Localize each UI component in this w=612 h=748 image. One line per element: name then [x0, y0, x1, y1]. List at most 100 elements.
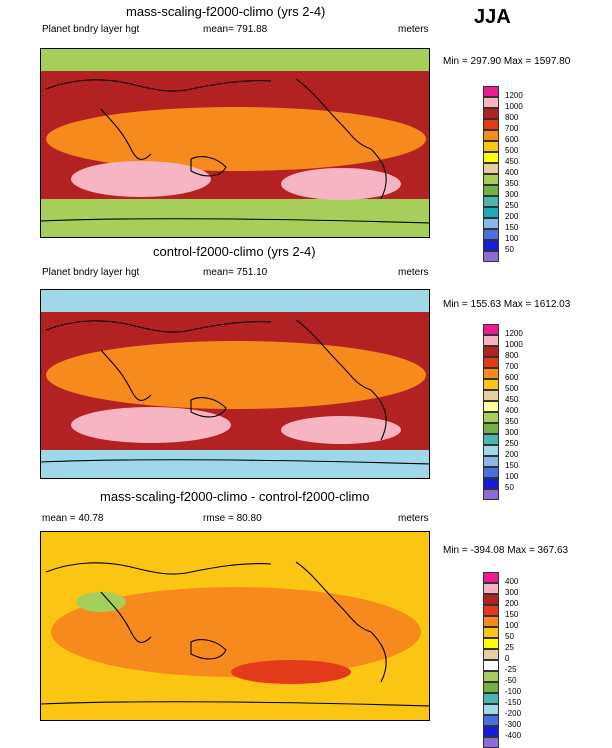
panel-2-coast-africa [100, 349, 152, 401]
legend-label: 50 [505, 245, 514, 254]
panel-3-mean: mean = 40.78 [42, 513, 104, 524]
legend-label: 500 [505, 146, 519, 155]
legend-swatch [483, 218, 499, 229]
panel-1-map-svg [41, 49, 429, 237]
legend-label: 700 [505, 124, 519, 133]
panel-3-coast-africa [100, 591, 152, 643]
legend-swatch [483, 638, 499, 649]
legend-label: 25 [505, 643, 514, 652]
legend-label: 450 [505, 395, 519, 404]
panel-3-coast-antarctica [41, 701, 429, 707]
legend-swatch [483, 594, 499, 605]
panel-1-southern-band [41, 199, 429, 237]
panel-2-coast-s-america [370, 389, 387, 441]
legend-label: 800 [505, 351, 519, 360]
legend-label: 250 [505, 439, 519, 448]
panel-2-tropics-band [46, 341, 426, 409]
legend-label: 300 [505, 190, 519, 199]
legend-label: -200 [505, 709, 522, 718]
legend-label: 300 [505, 428, 519, 437]
panel-1-southern-ocean-2 [281, 168, 401, 200]
legend-label: 100 [505, 234, 519, 243]
legend-label: -100 [505, 687, 522, 696]
panel-3-rmse: rmse = 80.80 [203, 513, 262, 524]
legend-swatch [483, 682, 499, 693]
legend-swatch [483, 649, 499, 660]
legend-label: 600 [505, 135, 519, 144]
legend-swatch [483, 715, 499, 726]
panel-1-minmax: Min = 297.90 Max = 1597.80 [443, 56, 571, 67]
legend-swatch [483, 434, 499, 445]
legend-swatch [483, 445, 499, 456]
panel-1-southern-ocean-1 [71, 161, 211, 197]
legend-swatch [483, 379, 499, 390]
legend-label: 800 [505, 113, 519, 122]
panel-3-map-svg [41, 532, 429, 720]
legend-label: 100 [505, 621, 519, 630]
panel-3-coast-australia [190, 639, 227, 660]
legend-swatch [483, 141, 499, 152]
panel-1-map [40, 48, 430, 238]
legend-label: 200 [505, 450, 519, 459]
season-label: JJA [474, 6, 511, 28]
legend-label: 400 [505, 168, 519, 177]
panel-1-coastlines [41, 78, 429, 224]
panel-2-coast-australia [190, 397, 227, 418]
panel-2-minmax: Min = 155.63 Max = 1612.03 [443, 299, 571, 310]
legend-swatch [483, 130, 499, 141]
legend-swatch [483, 401, 499, 412]
legend-swatch [483, 489, 499, 500]
legend-label: 350 [505, 179, 519, 188]
legend-label: 600 [505, 373, 519, 382]
panel-2-title: control-f2000-climo (yrs 2-4) [153, 244, 316, 259]
legend-swatch [483, 627, 499, 638]
legend-swatch [483, 196, 499, 207]
legend-swatch [483, 185, 499, 196]
legend-label: -400 [505, 731, 522, 740]
legend-label: 1200 [505, 329, 523, 338]
legend-swatch [483, 251, 499, 262]
legend-label: 500 [505, 384, 519, 393]
legend-swatch [483, 456, 499, 467]
panel-1-coast-antarctica [41, 218, 429, 224]
panel-2-coast-antarctica [41, 459, 429, 465]
legend-swatch [483, 335, 499, 346]
panel-1-coast-n-america [295, 78, 372, 150]
legend-swatch [483, 467, 499, 478]
panel-3-coast-n-america [295, 561, 372, 633]
legend-swatch [483, 726, 499, 737]
panel-2-map-svg [41, 290, 429, 478]
legend-label: 100 [505, 472, 519, 481]
legend-swatch [483, 572, 499, 583]
panel-1-coast-australia [190, 156, 227, 177]
panel-1-arctic-band [41, 49, 429, 71]
legend-swatch [483, 229, 499, 240]
legend-label: 150 [505, 461, 519, 470]
legend-swatch [483, 207, 499, 218]
panel-3-minmax: Min = -394.08 Max = 367.63 [443, 545, 569, 556]
panel-3-units: meters [398, 513, 429, 524]
legend-label: 200 [505, 599, 519, 608]
legend-label: -25 [505, 665, 517, 674]
legend-swatch [483, 346, 499, 357]
panel-2-southern-ocean-1 [71, 407, 231, 443]
legend-swatch [483, 324, 499, 335]
legend-label: 700 [505, 362, 519, 371]
panel-3-green-patch [76, 592, 126, 612]
legend-label: 150 [505, 223, 519, 232]
legend-swatch [483, 478, 499, 489]
legend-swatch [483, 240, 499, 251]
panel-2-units: meters [398, 267, 429, 278]
legend-label: 50 [505, 632, 514, 641]
panel-2-mean: mean= 751.10 [203, 267, 268, 278]
legend-label: 250 [505, 201, 519, 210]
legend-label: 300 [505, 588, 519, 597]
legend-label: 350 [505, 417, 519, 426]
legend-swatch [483, 174, 499, 185]
panel-3-southern-patch [231, 660, 351, 684]
panel-1-coast-africa [100, 108, 152, 160]
panel-2-coastlines [41, 319, 429, 465]
legend-swatch [483, 616, 499, 627]
legend-swatch [483, 693, 499, 704]
panel-1-tropics-band [46, 107, 426, 171]
